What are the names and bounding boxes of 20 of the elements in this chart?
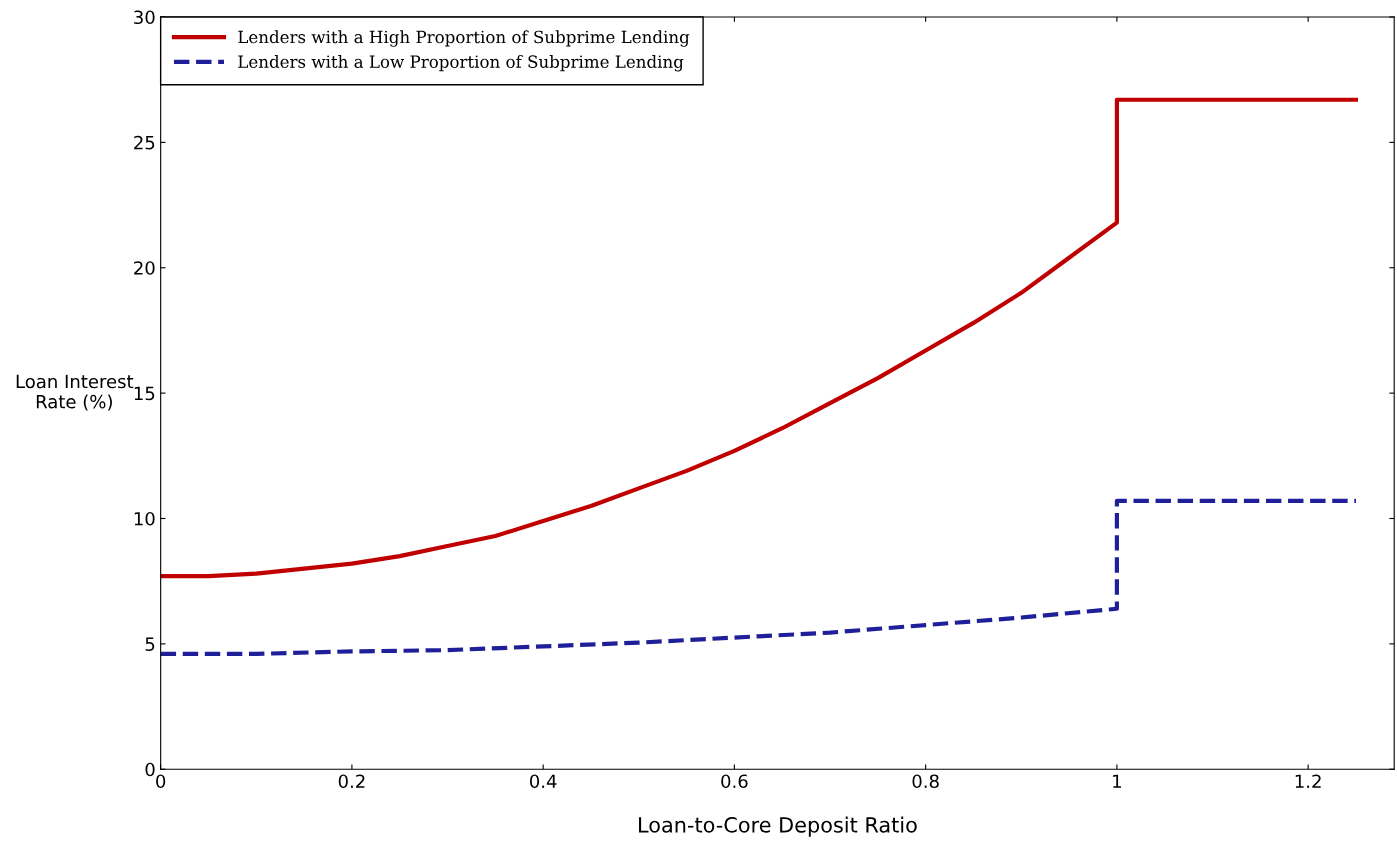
line-series: [160, 498, 1359, 656]
y-tick-label: 20: [134, 261, 155, 275]
line-series: [160, 97, 1359, 579]
y-tick-label: 25: [134, 135, 155, 150]
y-tick-label: 30: [134, 10, 155, 25]
legend-label: Lenders with a High Proportion of Subprime Lending: [238, 30, 690, 47]
x-tick-label: 1.2: [1295, 774, 1321, 788]
y-tick-label: 10: [134, 511, 155, 526]
x-tick-label: 0.6: [721, 774, 748, 789]
x-tick-label: 0.2: [338, 774, 365, 789]
x-axis-title: Loan-to-Core Deposit Ratio: [639, 816, 917, 837]
x-tick-label: 0.8: [912, 774, 939, 789]
x-tick-label: 1: [1113, 774, 1121, 788]
y-tick-label: 15: [134, 386, 155, 401]
x-tick-label: 0.4: [529, 774, 557, 789]
y-tick-label: 0: [145, 762, 155, 777]
y-tick-label: 5: [145, 637, 155, 651]
x-tick-label: 0: [156, 774, 166, 789]
legend-label: Lenders with a Low Proportion of Subprime Lending: [238, 55, 684, 72]
y-axis-title: Loan Interest Rate (%): [16, 374, 134, 411]
